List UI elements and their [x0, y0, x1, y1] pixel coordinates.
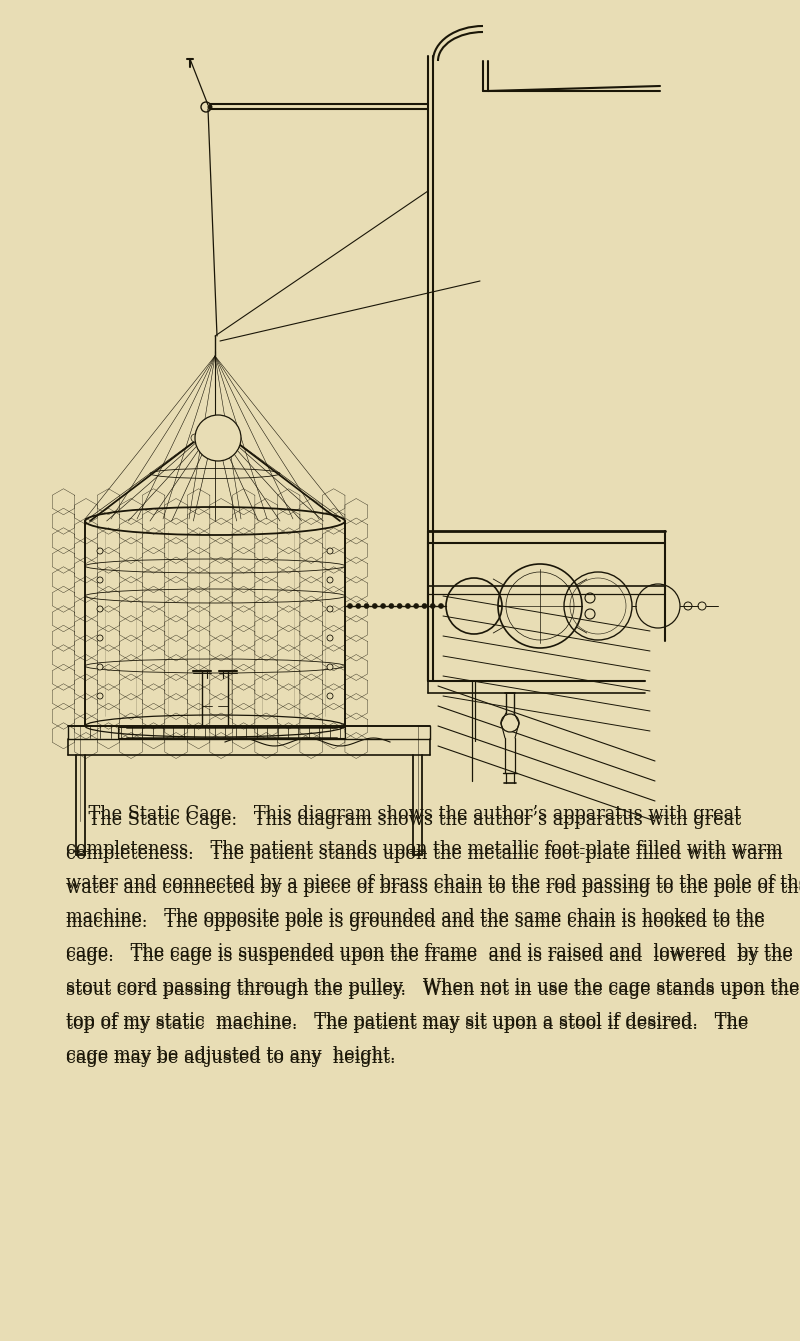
Circle shape	[356, 603, 361, 609]
Circle shape	[97, 577, 103, 583]
Circle shape	[327, 636, 333, 641]
Circle shape	[397, 603, 402, 609]
Circle shape	[327, 664, 333, 670]
Circle shape	[191, 434, 199, 443]
Text: cage may be adjusted to any  height.: cage may be adjusted to any height.	[66, 1046, 395, 1065]
Circle shape	[327, 548, 333, 554]
Ellipse shape	[85, 715, 345, 738]
Text: cage.   The cage is suspended upon the frame  and is raised and  lowered  by the: cage. The cage is suspended upon the fra…	[66, 947, 793, 966]
Circle shape	[327, 606, 333, 611]
Text: completeness.   The patient stands upon the metallic foot-plate filled with warm: completeness. The patient stands upon th…	[66, 839, 782, 857]
Text: stout cord passing through the pulley.   When not in use the cage stands upon th: stout cord passing through the pulley. W…	[66, 982, 799, 999]
Circle shape	[422, 603, 427, 609]
Text: machine.   The opposite pole is grounded and the same chain is hooked to the: machine. The opposite pole is grounded a…	[66, 908, 765, 927]
Circle shape	[327, 577, 333, 583]
Text: machine.   The opposite pole is grounded and the same chain is hooked to the: machine. The opposite pole is grounded a…	[66, 913, 765, 931]
Circle shape	[501, 713, 519, 732]
Circle shape	[347, 603, 353, 609]
Circle shape	[414, 603, 418, 609]
Text: top of my static  machine.   The patient may sit upon a stool if desired.   The: top of my static machine. The patient ma…	[66, 1015, 748, 1033]
Circle shape	[97, 693, 103, 699]
Text: The Static Cage.   This diagram shows the author’s apparatus with great: The Static Cage. This diagram shows the …	[66, 805, 741, 823]
Circle shape	[208, 105, 212, 109]
Circle shape	[364, 603, 369, 609]
Text: stout cord passing through the pulley.   When not in use the cage stands upon th: stout cord passing through the pulley. W…	[66, 978, 799, 995]
Text: The Static Cage.   This diagram shows the author’s apparatus with great: The Static Cage. This diagram shows the …	[66, 811, 741, 829]
Circle shape	[381, 603, 386, 609]
Text: cage may be adjusted to any  height.: cage may be adjusted to any height.	[66, 1049, 395, 1067]
Circle shape	[430, 603, 435, 609]
Circle shape	[195, 414, 241, 461]
Circle shape	[372, 603, 378, 609]
Text: top of my static  machine.   The patient may sit upon a stool if desired.   The: top of my static machine. The patient ma…	[66, 1012, 748, 1030]
Circle shape	[97, 548, 103, 554]
Text: completeness.   The patient stands upon the metallic foot-plate filled with warm: completeness. The patient stands upon th…	[66, 845, 782, 864]
Text: water and connected by a piece of brass chain to the rod passing to the pole of : water and connected by a piece of brass …	[66, 878, 800, 897]
Text: water and connected by a piece of brass chain to the rod passing to the pole of : water and connected by a piece of brass …	[66, 874, 800, 892]
Circle shape	[97, 664, 103, 670]
Circle shape	[406, 603, 410, 609]
Circle shape	[97, 636, 103, 641]
Circle shape	[389, 603, 394, 609]
Circle shape	[97, 606, 103, 611]
Circle shape	[438, 603, 443, 609]
Text: cage.   The cage is suspended upon the frame  and is raised and  lowered  by the: cage. The cage is suspended upon the fra…	[66, 943, 793, 961]
Circle shape	[327, 693, 333, 699]
